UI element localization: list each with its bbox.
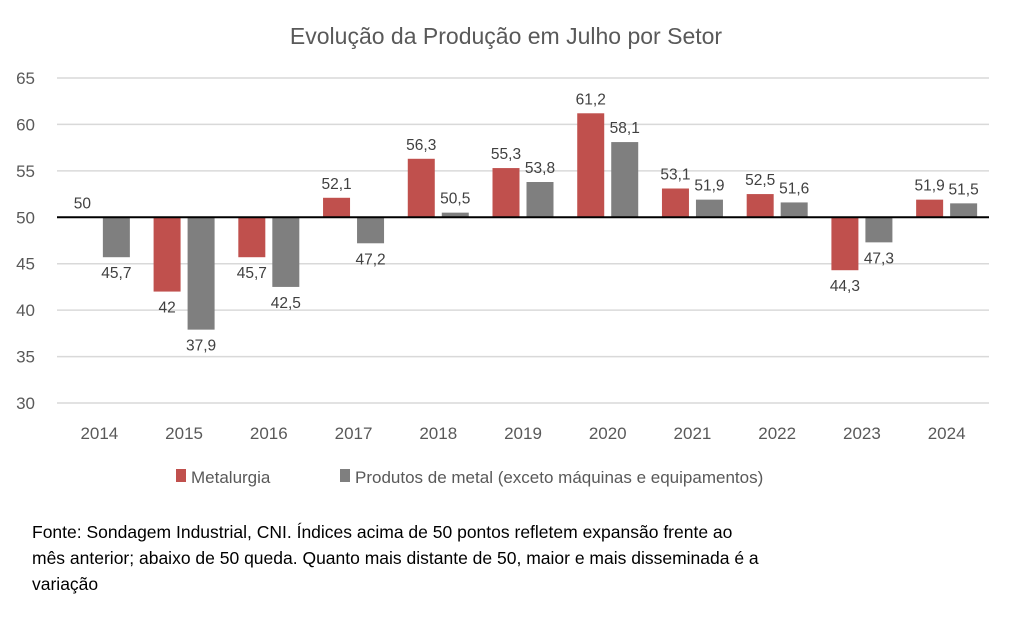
bar-metalurgia-2024: [916, 199, 944, 218]
bar-metalurgia-2021: [661, 188, 689, 218]
source-note-line-2: mês anterior; abaixo de 50 queda. Quanto…: [32, 548, 759, 568]
bar-produtos-de-metal-2015: [187, 217, 215, 330]
legend-label: Produtos de metal (exceto máquinas e equ…: [355, 468, 763, 487]
y-tick-label: 35: [16, 348, 35, 367]
legend: Metalurgia Produtos de metal (exceto máqu…: [176, 468, 763, 487]
bar-metalurgia-2017: [323, 197, 351, 218]
bar-metalurgia-2022: [746, 194, 774, 218]
bar-produtos-de-metal-2020: [611, 142, 639, 218]
x-axis-ticks: 2014 2015 2016 2017 2018 2019 2020 2021 2022 2023…: [80, 424, 965, 443]
bar-metalurgia-2018: [407, 158, 435, 218]
y-tick-label: 50: [16, 208, 35, 227]
data-label: 53,1: [660, 167, 690, 184]
data-label: 61,2: [576, 91, 606, 108]
data-label: 58,1: [610, 120, 640, 137]
chart-title: Evolução da Produção em Julho por Setor: [290, 23, 722, 49]
y-tick-label: 30: [16, 394, 35, 413]
x-tick-label: 2021: [674, 424, 712, 443]
bar-produtos-de-metal-2024: [950, 203, 978, 218]
data-label: 37,9: [186, 338, 216, 355]
x-tick-label: 2015: [165, 424, 203, 443]
bar-produtos-de-metal-2021: [695, 199, 723, 218]
data-label: 52,1: [321, 176, 351, 193]
bar-metalurgia-2020: [577, 113, 605, 218]
data-label: 45,7: [237, 265, 267, 282]
data-labels: 5045,74237,945,742,552,147,256,350,555,3…: [74, 91, 979, 354]
data-label: 50,5: [440, 191, 470, 208]
data-label: 44,3: [830, 278, 860, 295]
data-label: 51,9: [915, 178, 945, 195]
x-tick-label: 2014: [80, 424, 118, 443]
x-tick-label: 2016: [250, 424, 288, 443]
data-label: 50: [74, 195, 92, 212]
data-label: 45,7: [101, 265, 131, 282]
x-tick-label: 2020: [589, 424, 627, 443]
x-tick-label: 2017: [335, 424, 373, 443]
bar-produtos-de-metal-2022: [780, 202, 808, 218]
bar-metalurgia-2019: [492, 168, 520, 218]
data-label: 42: [158, 300, 175, 317]
bar-produtos-de-metal-2018: [441, 212, 469, 218]
data-label: 51,6: [779, 180, 809, 197]
y-tick-label: 55: [16, 162, 35, 181]
x-tick-label: 2022: [758, 424, 796, 443]
bar-metalurgia-2016: [238, 217, 266, 258]
data-label: 47,2: [355, 251, 385, 268]
bar-metalurgia-2023: [831, 217, 859, 271]
y-tick-label: 40: [16, 301, 35, 320]
bar-produtos-de-metal-2019: [526, 182, 554, 218]
bar-produtos-de-metal-2017: [357, 217, 385, 244]
source-note-line-3: variação: [32, 574, 99, 594]
y-tick-label: 45: [16, 255, 35, 274]
bar-metalurgia-2015: [153, 217, 181, 292]
y-tick-label: 65: [16, 69, 35, 88]
x-tick-label: 2019: [504, 424, 542, 443]
legend-swatch: [340, 469, 350, 482]
bar-produtos-de-metal-2014: [102, 217, 130, 258]
y-axis-ticks: 30 35 40 45 50 55 60 65: [16, 69, 35, 413]
x-tick-label: 2024: [928, 424, 966, 443]
data-label: 51,5: [949, 181, 979, 198]
data-label: 55,3: [491, 146, 521, 163]
data-label: 42,5: [271, 295, 301, 312]
y-tick-label: 60: [16, 115, 35, 134]
data-label: 47,3: [864, 250, 894, 267]
data-label: 52,5: [745, 172, 775, 189]
legend-swatch: [176, 469, 186, 482]
bar-produtos-de-metal-2016: [272, 217, 300, 287]
bar-chart: Evolução da Produção em Julho por Setor …: [16, 23, 989, 487]
source-note-line-1: Fonte: Sondagem Industrial, CNI. Índices…: [32, 522, 733, 542]
bar-produtos-de-metal-2023: [865, 217, 893, 243]
bars: [102, 113, 978, 330]
data-label: 51,9: [694, 178, 724, 195]
data-label: 53,8: [525, 160, 555, 177]
legend-label: Metalurgia: [191, 468, 271, 487]
x-tick-label: 2018: [419, 424, 457, 443]
data-label: 56,3: [406, 137, 436, 154]
source-note: Fonte: Sondagem Industrial, CNI. Índices…: [32, 519, 932, 597]
x-tick-label: 2023: [843, 424, 881, 443]
